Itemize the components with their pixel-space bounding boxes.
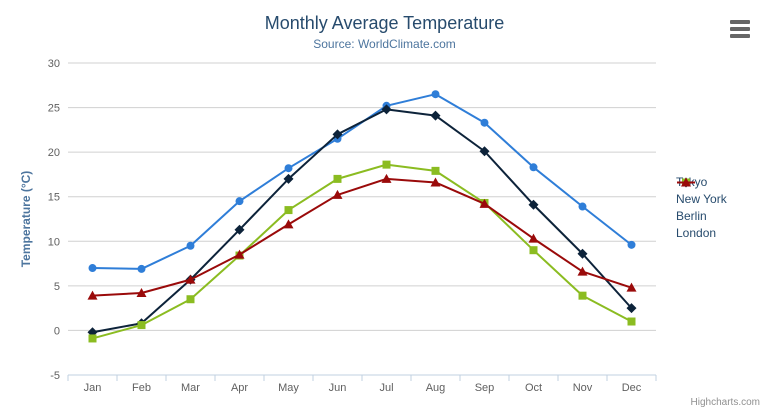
- x-axis-label: May: [278, 382, 299, 394]
- x-axis-label: Feb: [132, 382, 151, 394]
- data-point-london-Feb[interactable]: [136, 287, 147, 297]
- y-axis-label: 5: [54, 281, 60, 293]
- data-point-berlin-Jun[interactable]: [333, 174, 342, 183]
- legend-item-new-york[interactable]: New York: [676, 177, 727, 206]
- data-point-london-Apr[interactable]: [234, 249, 245, 259]
- data-point-berlin-Oct[interactable]: [529, 246, 538, 255]
- legend-marker-london[interactable]: [681, 177, 691, 187]
- data-point-new-york-Dec[interactable]: [626, 303, 637, 314]
- series-london: [87, 173, 637, 300]
- hamburger-icon: [730, 20, 750, 24]
- data-point-london-Sep[interactable]: [479, 198, 490, 208]
- legend-item-london[interactable]: London: [676, 177, 727, 240]
- data-point-berlin-Jul[interactable]: [382, 160, 391, 169]
- x-axis-label: Aug: [426, 382, 446, 394]
- y-axis-label: 15: [48, 192, 60, 204]
- legend-item-label: London: [676, 226, 717, 240]
- hamburger-icon: [730, 34, 750, 38]
- data-point-london-Mar[interactable]: [185, 274, 196, 284]
- y-axis-label: 30: [48, 58, 60, 70]
- chart-subtitle: Source: WorldClimate.com: [313, 37, 456, 51]
- data-point-london-Jun[interactable]: [332, 189, 343, 199]
- y-axis-label: -5: [50, 370, 60, 382]
- data-point-tokyo-Mar[interactable]: [186, 241, 195, 250]
- data-point-tokyo-Jan[interactable]: [88, 264, 97, 273]
- data-point-new-york-Jul[interactable]: [381, 104, 392, 115]
- data-point-tokyo-May[interactable]: [284, 164, 293, 173]
- legend: Tokyo New York Berlin London: [676, 176, 727, 240]
- legend-item-label: New York: [676, 192, 727, 206]
- data-point-new-york-Sep[interactable]: [479, 146, 490, 157]
- x-axis-label: Jan: [84, 382, 102, 394]
- x-axis-label: Jul: [379, 382, 393, 394]
- data-point-berlin-Jan[interactable]: [88, 334, 97, 343]
- y-axis-title: Temperature (°C): [19, 170, 33, 268]
- data-point-london-Aug[interactable]: [430, 177, 441, 187]
- data-point-new-york-Nov[interactable]: [577, 248, 588, 259]
- data-point-berlin-Dec[interactable]: [627, 317, 636, 326]
- data-point-tokyo-Dec[interactable]: [627, 240, 636, 249]
- data-point-berlin-Aug[interactable]: [431, 166, 440, 175]
- data-point-new-york-Jun[interactable]: [332, 129, 343, 140]
- data-point-tokyo-Nov[interactable]: [578, 202, 587, 211]
- data-point-berlin-Mar[interactable]: [186, 295, 195, 304]
- data-point-tokyo-Feb[interactable]: [137, 264, 146, 273]
- data-point-london-Oct[interactable]: [528, 233, 539, 243]
- y-axis-label: 10: [48, 236, 60, 248]
- chart-title: Monthly Average Temperature: [264, 13, 505, 33]
- x-axis-label: Sep: [475, 382, 495, 394]
- data-point-new-york-Apr[interactable]: [234, 224, 245, 235]
- data-point-london-May[interactable]: [283, 219, 294, 229]
- credits-link[interactable]: Highcharts.com: [690, 397, 760, 408]
- data-point-berlin-May[interactable]: [284, 206, 293, 215]
- data-point-london-Jul[interactable]: [381, 173, 392, 183]
- y-axis-label: 20: [48, 147, 60, 159]
- y-axis-label: 25: [48, 103, 60, 115]
- x-axis-label: Apr: [231, 382, 248, 394]
- x-axis-label: Mar: [181, 382, 200, 394]
- data-point-london-Jan[interactable]: [87, 290, 98, 300]
- data-point-new-york-Aug[interactable]: [430, 110, 441, 121]
- series-tokyo: [88, 90, 636, 273]
- legend-item-label: Berlin: [676, 209, 707, 223]
- x-axis-label: Nov: [573, 382, 593, 394]
- legend-item-berlin[interactable]: Berlin: [676, 178, 727, 223]
- series-line-london: [91, 177, 633, 297]
- triangle-legend-icon: [677, 177, 695, 187]
- x-axis-label: Oct: [525, 382, 542, 394]
- data-point-tokyo-Oct[interactable]: [529, 163, 538, 172]
- series-line-new-york: [91, 108, 633, 334]
- y-axis-label: 0: [54, 325, 60, 337]
- data-point-tokyo-Apr[interactable]: [235, 197, 244, 206]
- data-point-new-york-May[interactable]: [283, 173, 294, 184]
- data-point-berlin-Feb[interactable]: [137, 321, 146, 330]
- data-point-berlin-Nov[interactable]: [578, 291, 587, 300]
- data-point-london-Dec[interactable]: [626, 282, 637, 292]
- data-point-tokyo-Sep[interactable]: [480, 118, 489, 127]
- series-line-tokyo: [91, 93, 633, 270]
- series-new-york: [87, 104, 637, 338]
- x-axis-label: Jun: [329, 382, 347, 394]
- export-menu-button[interactable]: [730, 20, 750, 38]
- hamburger-icon: [730, 27, 750, 31]
- series-line-berlin: [91, 163, 633, 340]
- x-axis-label: Dec: [622, 382, 642, 394]
- data-point-london-Nov[interactable]: [577, 266, 588, 276]
- data-point-new-york-Oct[interactable]: [528, 199, 539, 210]
- data-point-tokyo-Aug[interactable]: [431, 90, 440, 99]
